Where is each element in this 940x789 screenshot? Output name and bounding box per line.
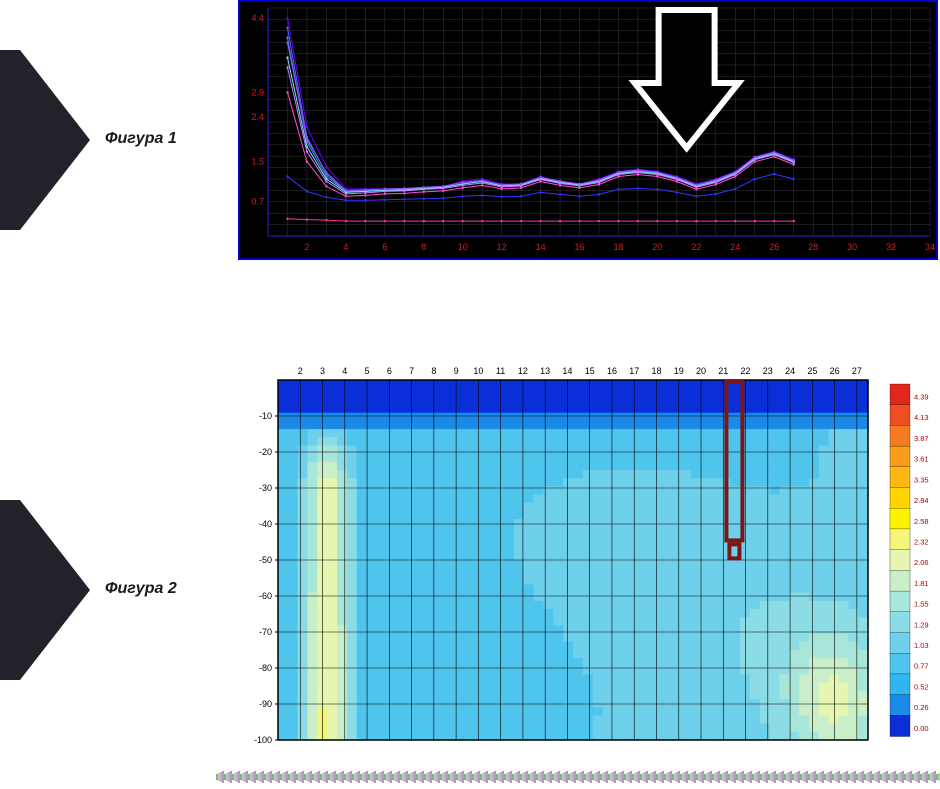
svg-text:1.81: 1.81 xyxy=(914,579,929,588)
svg-text:-100: -100 xyxy=(254,735,272,745)
svg-text:4: 4 xyxy=(342,366,347,376)
svg-text:12: 12 xyxy=(518,366,528,376)
svg-text:3: 3 xyxy=(320,366,325,376)
svg-text:10: 10 xyxy=(458,242,468,252)
svg-text:18: 18 xyxy=(651,366,661,376)
svg-text:16: 16 xyxy=(575,242,585,252)
svg-text:-90: -90 xyxy=(259,699,272,709)
svg-text:0.7: 0.7 xyxy=(251,196,264,206)
svg-text:1.55: 1.55 xyxy=(914,600,929,609)
svg-text:9: 9 xyxy=(454,366,459,376)
svg-text:28: 28 xyxy=(808,242,818,252)
svg-text:2.84: 2.84 xyxy=(914,496,929,505)
svg-text:7: 7 xyxy=(409,366,414,376)
svg-text:8: 8 xyxy=(431,366,436,376)
svg-text:2.32: 2.32 xyxy=(914,538,929,547)
svg-text:17: 17 xyxy=(629,366,639,376)
svg-text:18: 18 xyxy=(613,242,623,252)
svg-text:22: 22 xyxy=(741,366,751,376)
svg-text:20: 20 xyxy=(652,242,662,252)
svg-text:26: 26 xyxy=(830,366,840,376)
svg-text:23: 23 xyxy=(763,366,773,376)
svg-text:2: 2 xyxy=(304,242,309,252)
svg-text:-80: -80 xyxy=(259,663,272,673)
svg-text:4.4: 4.4 xyxy=(251,13,264,23)
svg-text:24: 24 xyxy=(730,242,740,252)
svg-text:22: 22 xyxy=(691,242,701,252)
svg-text:15: 15 xyxy=(585,366,595,376)
figure1-chart: 2468101214161820222426283032340.71.52.42… xyxy=(238,0,938,260)
svg-text:14: 14 xyxy=(536,242,546,252)
svg-text:0.26: 0.26 xyxy=(914,703,929,712)
svg-text:4.39: 4.39 xyxy=(914,393,929,402)
svg-text:4.13: 4.13 xyxy=(914,413,929,422)
svg-text:-40: -40 xyxy=(259,519,272,529)
svg-text:25: 25 xyxy=(807,366,817,376)
svg-text:-30: -30 xyxy=(259,483,272,493)
svg-text:4: 4 xyxy=(343,242,348,252)
figure1-label: Фигура 1 xyxy=(105,130,177,148)
svg-text:-60: -60 xyxy=(259,591,272,601)
svg-text:0.52: 0.52 xyxy=(914,682,929,691)
svg-text:2.58: 2.58 xyxy=(914,517,929,526)
svg-text:16: 16 xyxy=(607,366,617,376)
decor-arrow-1 xyxy=(0,50,100,230)
svg-text:1.5: 1.5 xyxy=(251,157,264,167)
svg-text:6: 6 xyxy=(382,242,387,252)
svg-text:-20: -20 xyxy=(259,447,272,457)
svg-text:27: 27 xyxy=(852,366,862,376)
svg-text:0.00: 0.00 xyxy=(914,724,929,733)
svg-text:2.9: 2.9 xyxy=(251,87,264,97)
svg-text:2.4: 2.4 xyxy=(251,112,264,122)
svg-text:24: 24 xyxy=(785,366,795,376)
svg-text:1.29: 1.29 xyxy=(914,620,929,629)
svg-text:3.61: 3.61 xyxy=(914,455,929,464)
svg-text:10: 10 xyxy=(473,366,483,376)
svg-text:11: 11 xyxy=(496,366,505,376)
svg-text:-50: -50 xyxy=(259,555,272,565)
svg-text:-10: -10 xyxy=(259,411,272,421)
svg-text:5: 5 xyxy=(365,366,370,376)
svg-text:20: 20 xyxy=(696,366,706,376)
svg-text:34: 34 xyxy=(925,242,935,252)
svg-text:12: 12 xyxy=(497,242,507,252)
figure2-chart: 2345678910111213141516171819202122232425… xyxy=(238,360,938,750)
svg-text:2.06: 2.06 xyxy=(914,558,929,567)
svg-text:6: 6 xyxy=(387,366,392,376)
svg-text:3.87: 3.87 xyxy=(914,434,929,443)
noise-bar xyxy=(216,770,940,784)
svg-text:14: 14 xyxy=(562,366,572,376)
svg-text:13: 13 xyxy=(540,366,550,376)
svg-text:1.03: 1.03 xyxy=(914,641,929,650)
svg-text:0.77: 0.77 xyxy=(914,662,929,671)
svg-text:32: 32 xyxy=(886,242,896,252)
svg-text:26: 26 xyxy=(769,242,779,252)
svg-text:3.35: 3.35 xyxy=(914,475,929,484)
svg-text:-70: -70 xyxy=(259,627,272,637)
svg-text:19: 19 xyxy=(674,366,684,376)
svg-text:21: 21 xyxy=(718,366,728,376)
decor-arrow-2 xyxy=(0,500,100,680)
svg-text:2: 2 xyxy=(298,366,303,376)
svg-text:30: 30 xyxy=(847,242,857,252)
svg-text:8: 8 xyxy=(421,242,426,252)
figure2-label: Фигура 2 xyxy=(105,580,177,598)
